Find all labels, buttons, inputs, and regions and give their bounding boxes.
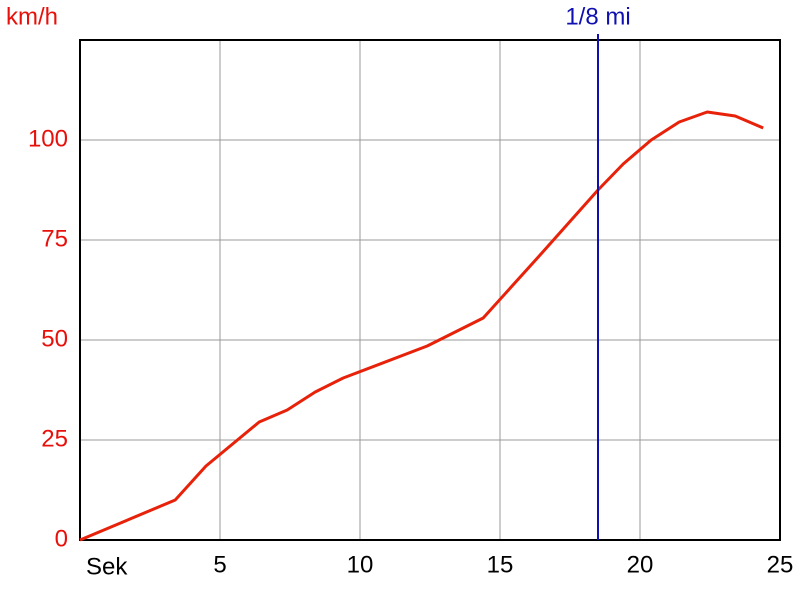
y-tick-label: 75 (41, 225, 68, 252)
x-tick-label: 15 (487, 551, 514, 578)
x-axis-label: Sek (86, 553, 128, 580)
x-tick-label: 25 (767, 551, 794, 578)
y-tick-label: 50 (41, 325, 68, 352)
marker-label: 1/8 mi (565, 3, 630, 30)
y-axis-label: km/h (6, 3, 58, 30)
y-tick-label: 0 (55, 525, 68, 552)
x-tick-label: 5 (213, 551, 226, 578)
plot-frame (79, 39, 781, 541)
line-series (79, 110, 764, 542)
x-tick-label: 20 (627, 551, 654, 578)
x-tick-label: 10 (347, 551, 374, 578)
y-tick-label: 25 (41, 425, 68, 452)
y-tick-label: 100 (28, 125, 68, 152)
